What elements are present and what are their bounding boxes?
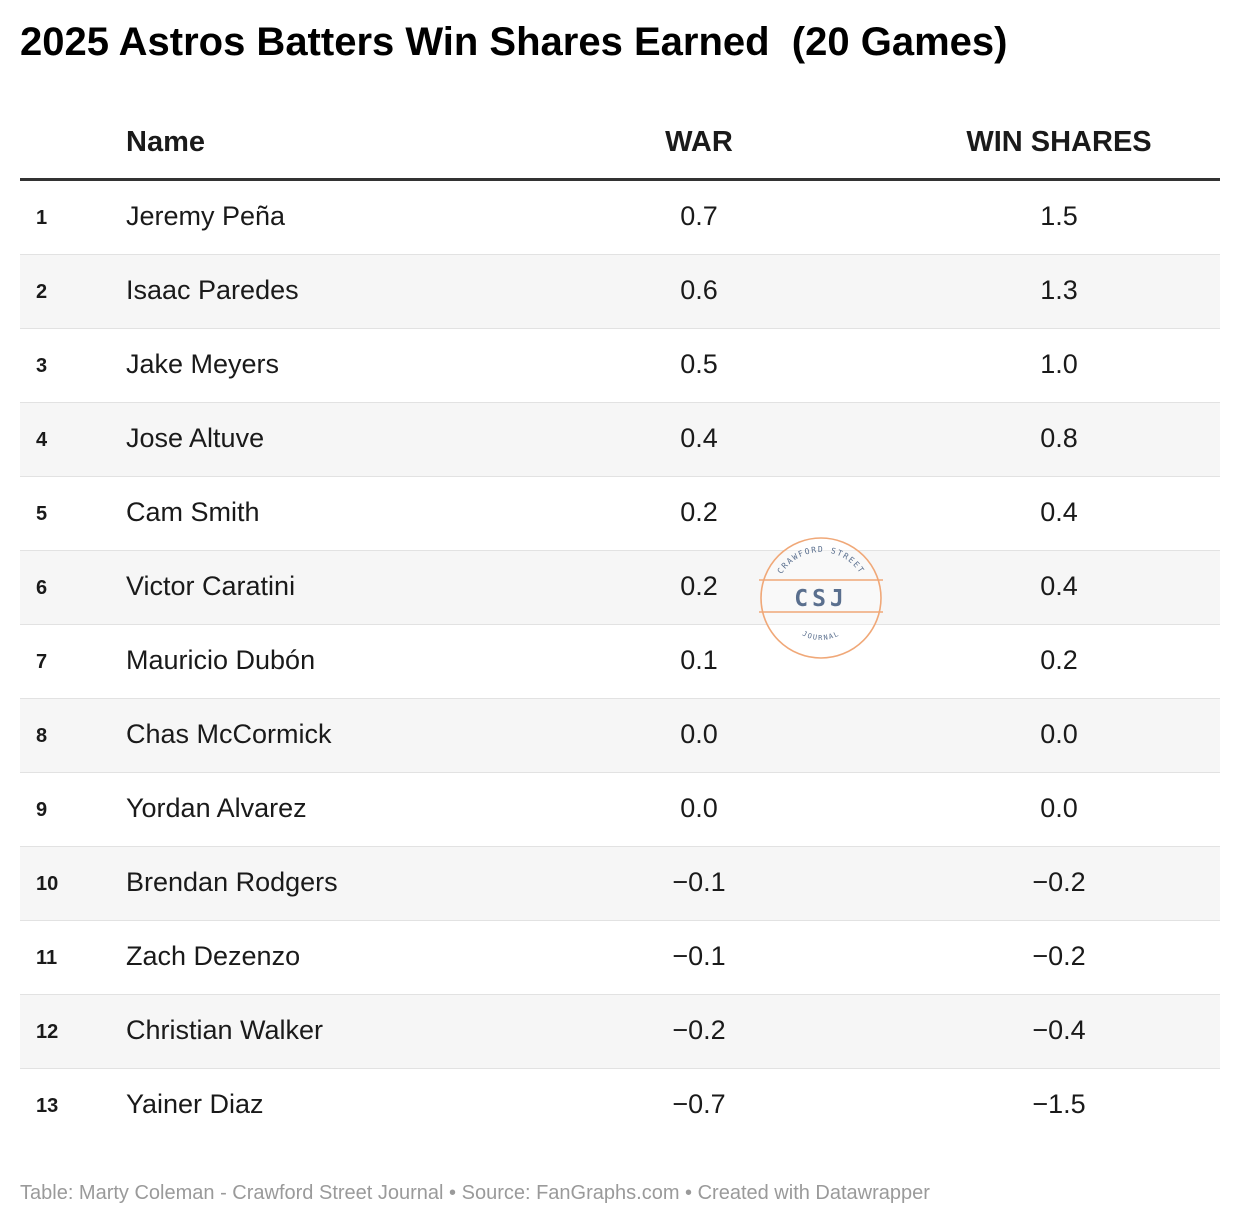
win-shares-cell: 0.0: [1040, 719, 1078, 749]
win-shares-cell: 0.4: [1040, 571, 1078, 601]
player-name-cell: Zach Dezenzo: [126, 941, 301, 971]
table-body: 1 Jeremy Peña 0.7 1.5 2 Isaac Paredes 0.6 1.3 3 J…: [20, 181, 1220, 1142]
table-row: 11 Zach Dezenzo −0.1 −0.2: [20, 921, 1220, 995]
column-header-name: Name: [126, 126, 205, 158]
table-row: 10 Brendan Rodgers −0.1 −0.2: [20, 847, 1220, 921]
rank-cell: 3: [36, 355, 48, 377]
player-name-cell: Yainer Diaz: [126, 1089, 264, 1119]
war-cell: 0.7: [680, 201, 718, 231]
table-row: 3 Jake Meyers 0.5 1.0: [20, 329, 1220, 403]
rank-cell: 1: [36, 207, 48, 229]
war-cell: 0.0: [680, 793, 718, 823]
player-name-cell: Chas McCormick: [126, 719, 332, 749]
rank-cell: 11: [36, 947, 58, 969]
war-cell: 0.0: [680, 719, 718, 749]
table-row: 2 Isaac Paredes 0.6 1.3: [20, 255, 1220, 329]
war-cell: 0.2: [680, 571, 718, 601]
table-title: 2025 Astros Batters Win Shares Earned (2…: [20, 20, 1008, 64]
column-header-win-shares: WIN SHARES: [966, 126, 1152, 158]
player-name-cell: Jeremy Peña: [126, 201, 286, 231]
table-row: 12 Christian Walker −0.2 −0.4: [20, 995, 1220, 1069]
rank-cell: 12: [36, 1021, 59, 1043]
player-name-cell: Christian Walker: [126, 1015, 324, 1045]
war-cell: 0.5: [680, 349, 718, 379]
win-shares-cell: 0.2: [1040, 645, 1078, 675]
war-cell: 0.4: [680, 423, 718, 453]
player-name-cell: Victor Caratini: [126, 571, 296, 601]
rank-cell: 6: [36, 577, 48, 599]
player-name-cell: Jose Altuve: [126, 423, 265, 453]
war-cell: −0.2: [672, 1015, 726, 1045]
war-cell: −0.7: [672, 1089, 726, 1119]
column-header-war: WAR: [665, 126, 733, 158]
win-shares-cell: 1.5: [1040, 201, 1078, 231]
player-name-cell: Yordan Alvarez: [126, 793, 307, 823]
war-cell: −0.1: [672, 867, 726, 897]
table-row: 8 Chas McCormick 0.0 0.0: [20, 699, 1220, 773]
table-row: 1 Jeremy Peña 0.7 1.5: [20, 181, 1220, 255]
rank-cell: 4: [36, 429, 48, 451]
win-shares-cell: 0.0: [1040, 793, 1078, 823]
footer-credits: Table: Marty Coleman - Crawford Street J…: [20, 1182, 930, 1204]
war-cell: 0.1: [680, 645, 718, 675]
win-shares-cell: 0.4: [1040, 497, 1078, 527]
player-name-cell: Isaac Paredes: [126, 275, 299, 305]
war-cell: −0.1: [672, 941, 726, 971]
rank-cell: 8: [36, 725, 48, 747]
table-row: 7 Mauricio Dubón 0.1 0.2: [20, 625, 1220, 699]
table-row: 9 Yordan Alvarez 0.0 0.0: [20, 773, 1220, 847]
war-cell: 0.2: [680, 497, 718, 527]
table-row: 4 Jose Altuve 0.4 0.8: [20, 403, 1220, 477]
rank-cell: 9: [36, 799, 48, 821]
rank-cell: 7: [36, 651, 48, 673]
war-cell: 0.6: [680, 275, 718, 305]
table-row: 13 Yainer Diaz −0.7 −1.5: [20, 1069, 1220, 1142]
win-shares-cell: −0.4: [1032, 1015, 1086, 1045]
player-name-cell: Cam Smith: [126, 497, 260, 527]
csj-watermark-stamp: CRAWFORD STREET CSJ JOURNAL: [759, 537, 883, 659]
player-name-cell: Jake Meyers: [126, 349, 280, 379]
table-row: 5 Cam Smith 0.2 0.4: [20, 477, 1220, 551]
win-shares-cell: −1.5: [1032, 1089, 1086, 1119]
table-row: 6 Victor Caratini 0.2 0.4: [20, 551, 1220, 625]
win-shares-cell: 1.0: [1040, 349, 1078, 379]
win-shares-cell: −0.2: [1032, 941, 1086, 971]
rank-cell: 13: [36, 1095, 59, 1117]
rank-cell: 10: [36, 873, 59, 895]
watermark-initials: CSJ: [794, 586, 848, 612]
rank-cell: 2: [36, 281, 48, 303]
rank-cell: 5: [36, 503, 48, 525]
player-name-cell: Mauricio Dubón: [126, 645, 316, 675]
win-shares-cell: −0.2: [1032, 867, 1086, 897]
player-name-cell: Brendan Rodgers: [126, 867, 338, 897]
win-shares-cell: 1.3: [1040, 275, 1078, 305]
table-header: Name WAR WIN SHARES: [20, 108, 1220, 181]
data-table: Name WAR WIN SHARES 1 Jeremy Peña 0.7 1.5 2 I…: [20, 108, 1220, 1142]
win-shares-cell: 0.8: [1040, 423, 1078, 453]
